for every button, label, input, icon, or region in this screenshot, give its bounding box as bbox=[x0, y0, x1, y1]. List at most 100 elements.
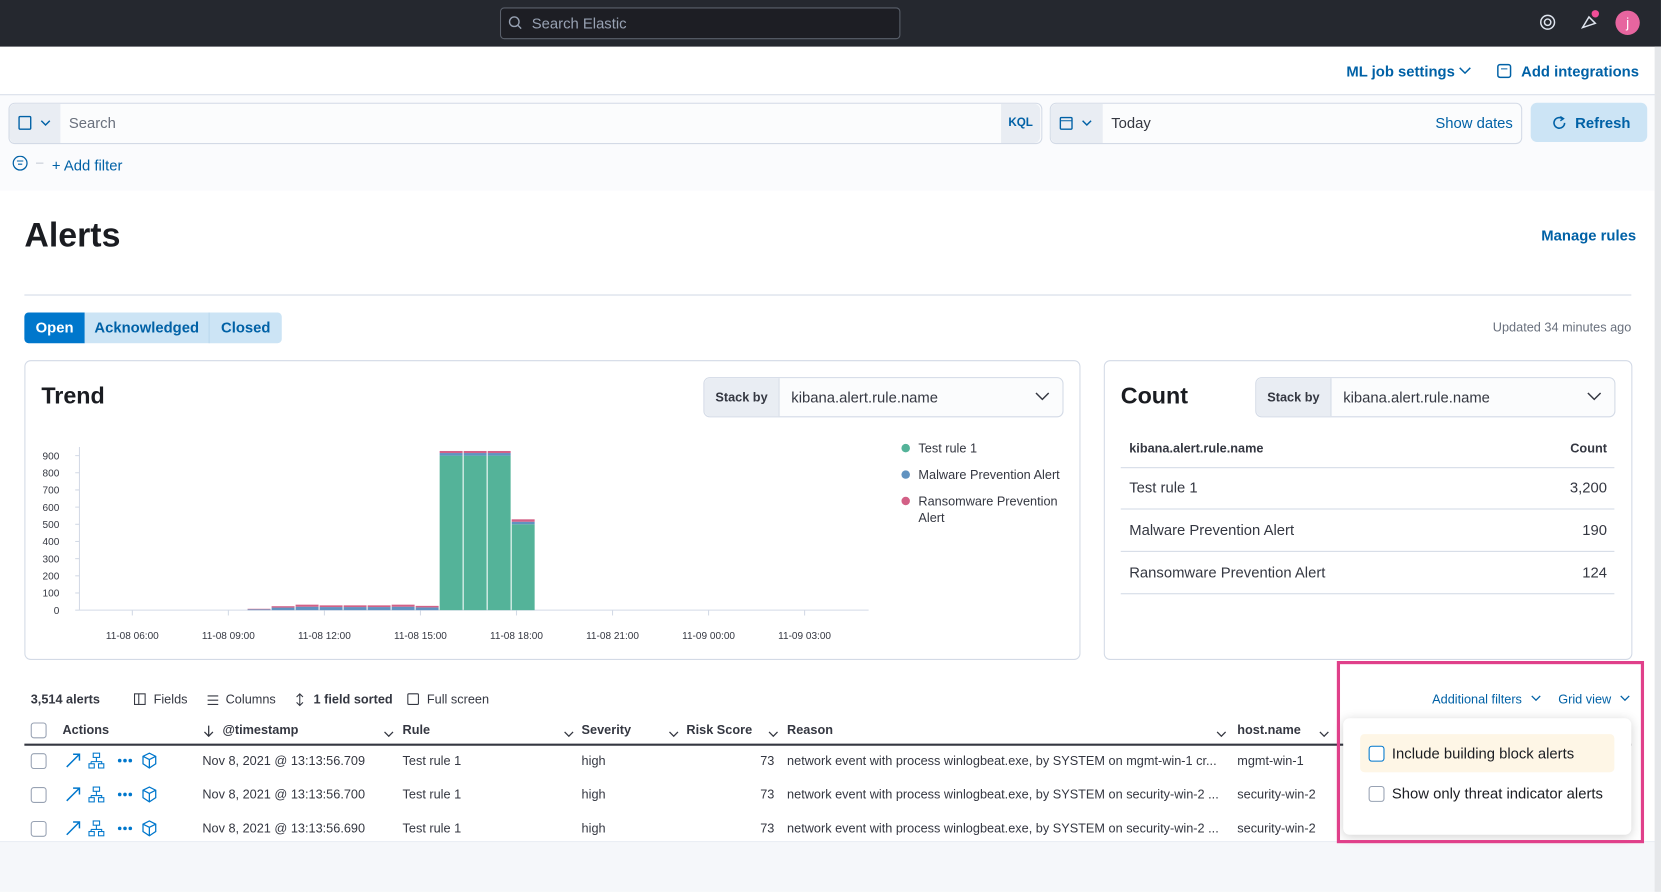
column-header[interactable]: host.name bbox=[1237, 722, 1301, 738]
y-tick-label: 400 bbox=[43, 537, 60, 548]
ml-job-settings[interactable]: ML job settings bbox=[1346, 62, 1455, 80]
x-tick-label: 11-08 12:00 bbox=[298, 631, 351, 642]
saved-query-icon bbox=[18, 115, 51, 130]
cell: Nov 8, 2021 @ 13:13:56.700 bbox=[202, 787, 366, 802]
help-icon[interactable] bbox=[1539, 14, 1556, 31]
grid-view[interactable]: Grid view bbox=[1558, 691, 1612, 707]
count-stack-by[interactable]: Stack by kibana.alert.rule.name bbox=[1255, 377, 1616, 418]
bar-segment bbox=[247, 608, 271, 610]
row-divider bbox=[1120, 508, 1615, 510]
column-header[interactable]: @timestamp bbox=[222, 722, 299, 738]
select-all-checkbox[interactable] bbox=[30, 722, 47, 739]
chevron bbox=[564, 731, 574, 738]
count-rule-name: Ransomware Prevention Alert bbox=[1129, 563, 1326, 581]
quick-menu[interactable] bbox=[1050, 103, 1103, 144]
add-integrations[interactable]: Add integrations bbox=[1521, 62, 1639, 80]
building-block-label[interactable]: Include building block alerts bbox=[1391, 744, 1575, 762]
manage-rules[interactable]: Manage rules bbox=[1541, 226, 1637, 244]
kql-button[interactable]: KQL bbox=[1001, 103, 1041, 144]
trend-chart: 0 100 200 300 400 500 600 700 800 900 11-08 06:00 1… bbox=[43, 447, 869, 642]
y-tick-label: 500 bbox=[43, 520, 60, 531]
column-menu[interactable] bbox=[1216, 726, 1227, 738]
column-header[interactable]: Severity bbox=[581, 722, 632, 738]
row-actions bbox=[65, 819, 160, 838]
cell: network event with process winlogbeat.ex… bbox=[787, 820, 1219, 836]
cell: Test rule 1 bbox=[402, 820, 462, 836]
chevron bbox=[669, 731, 679, 738]
tab-open[interactable]: Open bbox=[24, 312, 85, 344]
bar-segment bbox=[463, 453, 487, 456]
news-icon[interactable] bbox=[1578, 8, 1601, 31]
y-tick-label: 300 bbox=[43, 554, 60, 565]
columns-button[interactable]: Columns bbox=[225, 691, 276, 707]
threat-indicator-label[interactable]: Show only threat indicator alerts bbox=[1391, 784, 1603, 802]
legend-item: Malware Prevention Alert bbox=[898, 466, 1067, 483]
refresh-label: Refresh bbox=[1575, 114, 1631, 132]
option-highlight bbox=[1360, 734, 1615, 773]
cell: Test rule 1 bbox=[402, 787, 462, 802]
count-col-header: Count bbox=[1570, 440, 1607, 456]
sort-button[interactable]: 1 field sorted bbox=[313, 691, 393, 707]
query-input[interactable] bbox=[8, 102, 1043, 145]
bar-segment bbox=[247, 609, 271, 611]
global-search[interactable] bbox=[499, 7, 901, 40]
cell: network event with process winlogbeat.ex… bbox=[787, 787, 1219, 802]
tab-closed[interactable]: Closed bbox=[209, 312, 282, 344]
highlight-annotation bbox=[1336, 661, 1645, 844]
chevron bbox=[1459, 67, 1471, 75]
legend: Test rule 1 Malware Prevention Alert Ranso… bbox=[898, 440, 1067, 536]
cell: 73 bbox=[760, 753, 775, 768]
column-header[interactable]: Risk Score bbox=[686, 722, 753, 738]
y-tick-label: 200 bbox=[43, 572, 60, 583]
filter-icon bbox=[12, 155, 44, 171]
y-tick-label: 600 bbox=[43, 503, 60, 514]
count-value: 124 bbox=[1582, 563, 1607, 581]
column-menu[interactable] bbox=[564, 726, 575, 738]
fullscreen-button[interactable]: Full screen bbox=[426, 691, 490, 707]
bar-segment bbox=[511, 524, 535, 611]
row-checkbox[interactable] bbox=[30, 820, 47, 837]
column-header[interactable]: Rule bbox=[402, 722, 431, 738]
column-menu[interactable] bbox=[768, 726, 779, 738]
additional-filters[interactable]: Additional filters bbox=[1432, 691, 1522, 707]
column-menu[interactable] bbox=[383, 726, 394, 738]
tab-acknowledged[interactable]: Acknowledged bbox=[84, 312, 210, 344]
count-title: Count bbox=[1120, 382, 1189, 409]
building-block-checkbox[interactable] bbox=[1368, 745, 1385, 762]
query-placeholder: Search bbox=[68, 114, 116, 132]
add-filter[interactable]: + Add filter bbox=[51, 156, 123, 174]
threat-indicator-checkbox[interactable] bbox=[1368, 786, 1385, 802]
row-checkbox[interactable] bbox=[30, 787, 47, 803]
x-tick-label: 11-09 03:00 bbox=[778, 631, 831, 642]
count-value: 3,200 bbox=[1569, 478, 1607, 496]
action-icons[interactable] bbox=[65, 751, 160, 770]
saved-query-button[interactable] bbox=[9, 103, 61, 144]
count-value: 190 bbox=[1582, 521, 1607, 539]
legend-swatch bbox=[901, 496, 910, 506]
cell: mgmt-win-1 bbox=[1237, 753, 1304, 768]
bar-segment bbox=[295, 604, 319, 607]
column-header[interactable]: Reason bbox=[787, 722, 833, 738]
show-dates[interactable]: Show dates bbox=[1435, 114, 1513, 132]
x-tick-label: 11-08 18:00 bbox=[490, 631, 543, 642]
legend-label: Ransomware Prevention Alert bbox=[918, 493, 1058, 526]
chevron bbox=[1035, 392, 1050, 401]
action-icons[interactable] bbox=[65, 819, 160, 838]
stack-by-label: Stack by bbox=[1256, 378, 1332, 417]
search-icon bbox=[508, 16, 522, 30]
avatar[interactable]: j bbox=[1615, 10, 1640, 35]
fields-button[interactable]: Fields bbox=[153, 691, 188, 707]
column-menu[interactable] bbox=[1319, 726, 1330, 738]
trend-stack-by[interactable]: Stack by kibana.alert.rule.name bbox=[703, 377, 1064, 418]
chevron bbox=[1319, 731, 1329, 738]
date-picker[interactable] bbox=[1049, 102, 1523, 145]
chevron bbox=[1620, 695, 1630, 702]
action-icons[interactable] bbox=[65, 785, 160, 804]
column-menu[interactable] bbox=[668, 726, 679, 738]
cell: security-win-2 bbox=[1237, 787, 1316, 802]
column-header[interactable]: Actions bbox=[62, 722, 110, 738]
y-tick-label: 800 bbox=[43, 468, 60, 479]
refresh-button[interactable] bbox=[1530, 102, 1648, 142]
cell: 73 bbox=[760, 787, 775, 802]
row-checkbox[interactable] bbox=[30, 753, 47, 770]
